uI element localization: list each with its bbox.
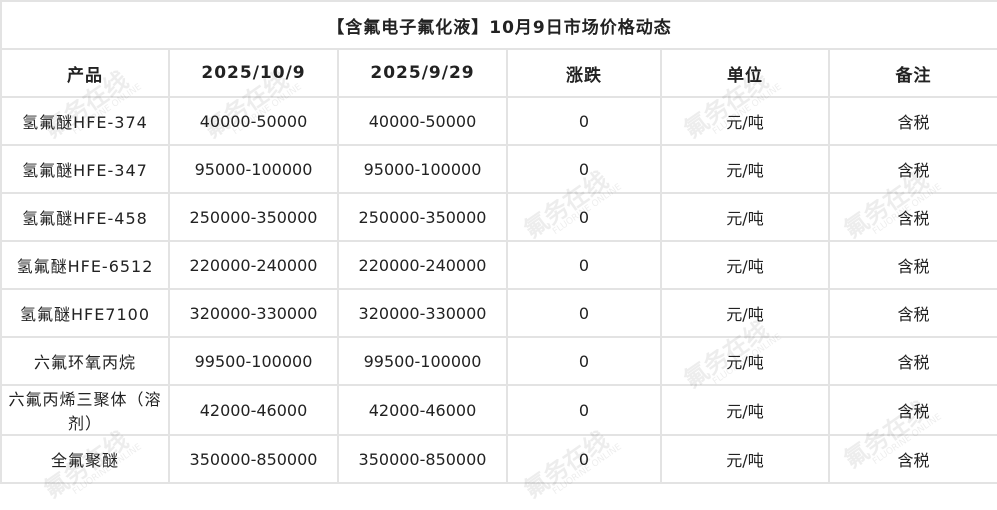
table-row: 六氟丙烯三聚体（溶剂） 42000-46000 42000-46000 0 元/吨 含税 — [0, 384, 997, 436]
table-row: 氢氟醚HFE-374 40000-50000 40000-50000 0 元/吨 含税 — [0, 96, 997, 146]
cell-price-current: 250000-350000 — [168, 192, 339, 242]
cell-product: 六氟丙烯三聚体（溶剂） — [0, 384, 170, 436]
cell-product: 六氟环氧丙烷 — [0, 336, 170, 386]
cell-change: 0 — [506, 144, 662, 194]
cell-price-previous: 95000-100000 — [337, 144, 508, 194]
cell-product: 氢氟醚HFE-458 — [0, 192, 170, 242]
cell-price-current: 220000-240000 — [168, 240, 339, 290]
cell-unit: 元/吨 — [660, 192, 830, 242]
cell-note: 含税 — [828, 384, 997, 436]
header-note: 备注 — [828, 48, 997, 98]
cell-change: 0 — [506, 240, 662, 290]
header-product: 产品 — [0, 48, 170, 98]
cell-change: 0 — [506, 336, 662, 386]
table-row: 全氟聚醚 350000-850000 350000-850000 0 元/吨 含税 — [0, 434, 997, 484]
cell-unit: 元/吨 — [660, 96, 830, 146]
cell-change: 0 — [506, 384, 662, 436]
cell-price-previous: 250000-350000 — [337, 192, 508, 242]
table-row: 氢氟醚HFE-458 250000-350000 250000-350000 0 元/吨… — [0, 192, 997, 242]
cell-price-previous: 40000-50000 — [337, 96, 508, 146]
cell-product: 氢氟醚HFE-374 — [0, 96, 170, 146]
cell-price-previous: 320000-330000 — [337, 288, 508, 338]
header-unit: 单位 — [660, 48, 830, 98]
price-table: 【含氟电子氟化液】10月9日市场价格动态 产品 2025/10/9 2025/9… — [0, 0, 997, 484]
table-title: 【含氟电子氟化液】10月9日市场价格动态 — [0, 0, 997, 50]
header-date-current: 2025/10/9 — [168, 48, 339, 98]
cell-note: 含税 — [828, 96, 997, 146]
cell-note: 含税 — [828, 144, 997, 194]
cell-note: 含税 — [828, 336, 997, 386]
cell-note: 含税 — [828, 288, 997, 338]
cell-price-current: 95000-100000 — [168, 144, 339, 194]
cell-price-previous: 220000-240000 — [337, 240, 508, 290]
header-date-previous: 2025/9/29 — [337, 48, 508, 98]
cell-price-current: 320000-330000 — [168, 288, 339, 338]
cell-product: 全氟聚醚 — [0, 434, 170, 484]
cell-product: 氢氟醚HFE-6512 — [0, 240, 170, 290]
cell-unit: 元/吨 — [660, 240, 830, 290]
cell-unit: 元/吨 — [660, 288, 830, 338]
cell-price-previous: 42000-46000 — [337, 384, 508, 436]
cell-price-current: 42000-46000 — [168, 384, 339, 436]
cell-note: 含税 — [828, 192, 997, 242]
cell-product: 氢氟醚HFE7100 — [0, 288, 170, 338]
header-row: 产品 2025/10/9 2025/9/29 涨跌 单位 备注 — [0, 48, 997, 98]
cell-note: 含税 — [828, 434, 997, 484]
cell-price-current: 99500-100000 — [168, 336, 339, 386]
table-row: 氢氟醚HFE-6512 220000-240000 220000-240000 0 元/… — [0, 240, 997, 290]
table-row: 氢氟醚HFE-347 95000-100000 95000-100000 0 元/吨 含税 — [0, 144, 997, 194]
cell-change: 0 — [506, 288, 662, 338]
cell-unit: 元/吨 — [660, 434, 830, 484]
cell-change: 0 — [506, 434, 662, 484]
table-row: 六氟环氧丙烷 99500-100000 99500-100000 0 元/吨 含税 — [0, 336, 997, 386]
cell-change: 0 — [506, 96, 662, 146]
cell-unit: 元/吨 — [660, 336, 830, 386]
cell-unit: 元/吨 — [660, 144, 830, 194]
cell-price-current: 350000-850000 — [168, 434, 339, 484]
cell-price-previous: 99500-100000 — [337, 336, 508, 386]
table-row: 氢氟醚HFE7100 320000-330000 320000-330000 0 元/吨… — [0, 288, 997, 338]
cell-price-previous: 350000-850000 — [337, 434, 508, 484]
cell-note: 含税 — [828, 240, 997, 290]
cell-unit: 元/吨 — [660, 384, 830, 436]
cell-product: 氢氟醚HFE-347 — [0, 144, 170, 194]
cell-price-current: 40000-50000 — [168, 96, 339, 146]
header-change: 涨跌 — [506, 48, 662, 98]
cell-change: 0 — [506, 192, 662, 242]
